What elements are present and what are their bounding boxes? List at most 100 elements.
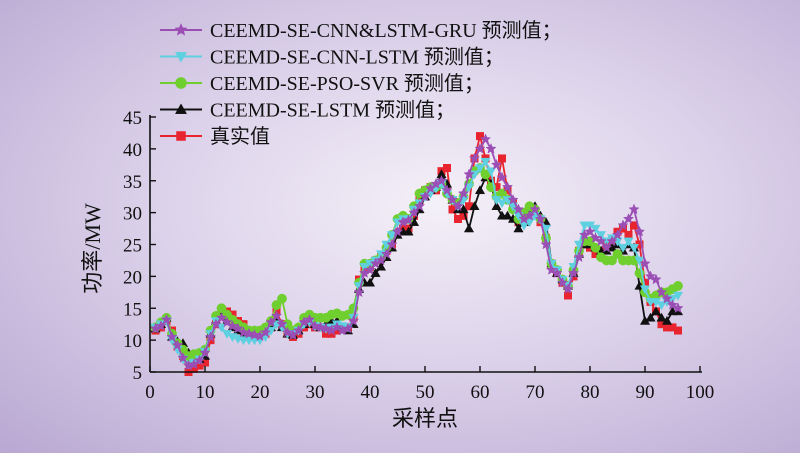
data-point <box>177 352 189 363</box>
legend-item: CEEMD-SE-CNN&LSTM-GRU 预测值； <box>160 19 562 42</box>
data-point <box>370 268 381 277</box>
data-point <box>573 251 585 263</box>
legend-marker <box>174 23 188 36</box>
data-point <box>155 320 167 331</box>
data-point <box>166 331 178 342</box>
legend-item: CEEMD-SE-PSO-SVR 预测值； <box>160 72 484 95</box>
data-point <box>375 254 387 266</box>
y-tick-label: 15 <box>123 299 142 320</box>
x-tick-label: 0 <box>145 382 155 403</box>
data-point <box>265 316 277 328</box>
data-point <box>534 213 547 224</box>
data-point <box>408 206 420 218</box>
data-point <box>270 309 283 321</box>
data-point <box>672 291 684 301</box>
data-point <box>476 132 484 141</box>
legend-marker <box>174 103 188 114</box>
legend-marker <box>175 77 187 89</box>
data-point <box>490 158 503 170</box>
data-point <box>413 200 426 212</box>
data-point <box>562 283 574 294</box>
data-point <box>277 293 287 304</box>
y-tick-label: 25 <box>123 236 142 257</box>
data-point <box>661 315 673 325</box>
y-axis-title: 功率/MW <box>80 203 105 294</box>
data-point <box>650 273 662 285</box>
data-point <box>276 318 288 329</box>
series-0 <box>149 133 684 371</box>
data-point <box>617 243 629 253</box>
x-tick-label: 90 <box>636 382 655 403</box>
data-point <box>193 354 206 366</box>
y-ticks: 5 10 15 20 25 30 35 40 45 <box>123 108 156 384</box>
data-point <box>529 203 541 215</box>
legend-marker <box>174 52 188 63</box>
y-tick-label: 10 <box>123 331 142 352</box>
plot-lines <box>149 132 684 376</box>
data-point <box>364 264 376 275</box>
data-point <box>523 209 536 221</box>
x-tick-label: 40 <box>361 382 380 403</box>
data-point <box>672 302 684 314</box>
data-point <box>199 346 211 358</box>
data-point <box>353 286 365 298</box>
data-point <box>463 223 475 233</box>
data-point <box>259 326 272 338</box>
data-point <box>458 204 469 214</box>
data-point <box>441 184 453 196</box>
y-tick-label: 20 <box>123 267 142 288</box>
data-point <box>513 223 524 233</box>
data-point <box>518 221 530 231</box>
x-tick-label: 30 <box>306 382 325 403</box>
data-point <box>435 174 448 186</box>
y-tick-label: 45 <box>123 108 142 129</box>
data-point <box>386 238 398 250</box>
data-point <box>215 311 228 323</box>
data-point <box>498 154 506 163</box>
data-point <box>674 326 682 335</box>
data-point <box>474 142 486 154</box>
legend-label: 真实值 <box>210 125 270 148</box>
data-point <box>661 292 673 304</box>
data-point <box>501 181 514 192</box>
data-point <box>347 315 360 326</box>
data-point <box>303 313 316 325</box>
data-point <box>403 226 414 236</box>
data-point <box>584 225 596 237</box>
data-point <box>611 229 624 240</box>
data-point <box>628 203 640 215</box>
data-point <box>639 257 651 269</box>
data-point <box>474 164 486 174</box>
data-point <box>595 235 607 247</box>
data-point <box>380 248 393 259</box>
y-tick-label: 30 <box>123 204 142 225</box>
data-point <box>204 331 217 342</box>
data-point <box>623 237 634 247</box>
data-point <box>673 281 683 291</box>
data-point <box>639 285 651 295</box>
data-point <box>479 133 492 145</box>
data-point <box>292 324 305 336</box>
data-point <box>375 261 387 271</box>
x-tick-label: 10 <box>196 382 215 403</box>
y-tick-label: 5 <box>133 363 143 384</box>
data-point <box>606 235 618 247</box>
data-point <box>507 193 519 205</box>
data-point <box>590 224 601 234</box>
data-point <box>474 185 486 195</box>
data-point <box>391 225 404 237</box>
data-point <box>502 210 513 220</box>
data-point <box>457 187 470 199</box>
data-point <box>600 241 613 253</box>
data-point <box>512 203 525 215</box>
data-point <box>210 318 222 329</box>
data-point <box>567 267 580 278</box>
data-point <box>624 230 633 239</box>
x-tick-label: 70 <box>526 382 545 403</box>
legend: CEEMD-SE-CNN&LSTM-GRU 预测值； CEEMD-SE-CNN-L… <box>160 19 562 148</box>
data-point <box>402 214 415 226</box>
data-point <box>650 306 662 316</box>
data-point <box>171 339 184 350</box>
data-point <box>443 164 451 172</box>
legend-label: CEEMD-SE-CNN-LSTM 预测值； <box>210 46 504 69</box>
